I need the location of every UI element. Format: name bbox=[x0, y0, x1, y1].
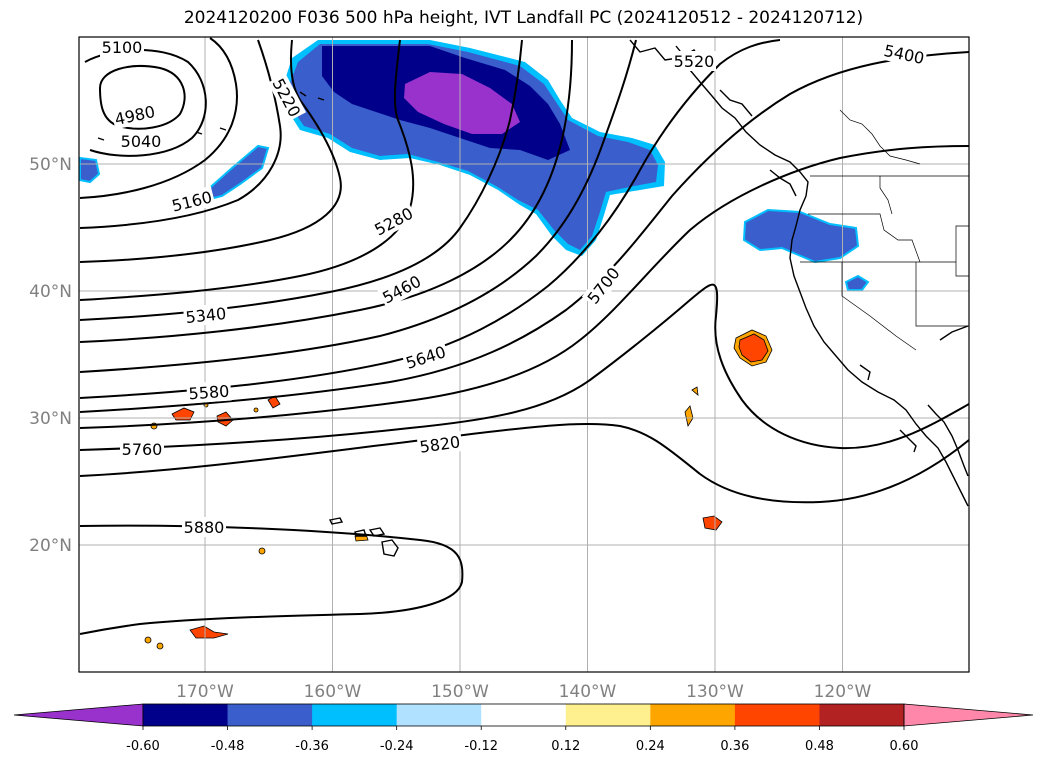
svg-text:5580: 5580 bbox=[188, 382, 230, 404]
colorbar-tick-label: -0.24 bbox=[380, 739, 414, 754]
colorbar-tick-label: 0.48 bbox=[805, 739, 834, 754]
svg-text:5340: 5340 bbox=[185, 304, 227, 327]
longitude-label: 170°W bbox=[176, 682, 234, 702]
colorbar-segment bbox=[819, 704, 905, 726]
latitude-label: 40°N bbox=[29, 282, 72, 302]
colorbar-tick-label: 0.60 bbox=[890, 739, 919, 754]
svg-text:5040: 5040 bbox=[121, 132, 162, 151]
longitude-label: 130°W bbox=[686, 682, 744, 702]
colorbar-tick-label: -0.60 bbox=[126, 739, 160, 754]
contour-label: 5100 bbox=[100, 37, 144, 57]
colorbar-segment bbox=[650, 704, 736, 726]
colorbar-segment bbox=[565, 704, 651, 726]
colorbar-segment bbox=[734, 704, 820, 726]
colorbar-min-arrow bbox=[13, 703, 144, 727]
map-title: 2024120200 F036 500 hPa height, IVT Land… bbox=[183, 8, 864, 28]
longitude-label: 120°W bbox=[814, 682, 872, 702]
colorbar bbox=[13, 703, 1034, 727]
colorbar-tick-label: 0.24 bbox=[636, 739, 665, 754]
colorbar-tick-label: -0.12 bbox=[464, 739, 498, 754]
contour-label: 5760 bbox=[120, 439, 164, 459]
longitude-labels: 170°W 160°W 150°W 140°W 130°W 120°W bbox=[176, 682, 871, 702]
colorbar-tick-label: -0.36 bbox=[295, 739, 329, 754]
longitude-label: 150°W bbox=[431, 682, 489, 702]
positive-ivt-patches bbox=[144, 329, 773, 650]
colorbar-max-arrow bbox=[903, 703, 1034, 727]
latitude-labels: 50°N 40°N 30°N 20°N bbox=[29, 155, 72, 556]
colorbar-segment bbox=[227, 704, 313, 726]
longitude-label: 140°W bbox=[559, 682, 617, 702]
colorbar-segment bbox=[396, 704, 482, 726]
latitude-label: 20°N bbox=[29, 536, 72, 556]
colorbar-segment bbox=[481, 704, 567, 726]
contour-label: 5820 bbox=[416, 431, 464, 457]
svg-text:5520: 5520 bbox=[674, 52, 715, 71]
colorbar-segment bbox=[143, 704, 229, 726]
contour-label: 5880 bbox=[182, 517, 226, 537]
latitude-label: 50°N bbox=[29, 155, 72, 175]
political-borders bbox=[800, 109, 969, 351]
latitude-label: 30°N bbox=[29, 409, 72, 429]
negative-ivt-region bbox=[79, 40, 870, 291]
map-frame bbox=[78, 36, 970, 673]
svg-text:5100: 5100 bbox=[102, 38, 143, 57]
colorbar-tick-label: 0.12 bbox=[551, 739, 580, 754]
contour-label: 5580 bbox=[186, 380, 232, 404]
svg-text:5760: 5760 bbox=[122, 440, 163, 459]
colorbar-tick-label: 0.36 bbox=[720, 739, 749, 754]
colorbar-tick-labels: -0.60 -0.48 -0.36 -0.24 -0.12 0.12 0.24 0.36 0.4… bbox=[126, 726, 918, 754]
colorbar-segment bbox=[312, 704, 398, 726]
contour-label: 5340 bbox=[182, 302, 229, 328]
longitude-label: 160°W bbox=[304, 682, 362, 702]
contour-label: 5040 bbox=[119, 131, 163, 151]
contour-label: 5520 bbox=[672, 51, 716, 71]
svg-text:5880: 5880 bbox=[184, 518, 225, 537]
colorbar-tick-label: -0.48 bbox=[211, 739, 245, 754]
